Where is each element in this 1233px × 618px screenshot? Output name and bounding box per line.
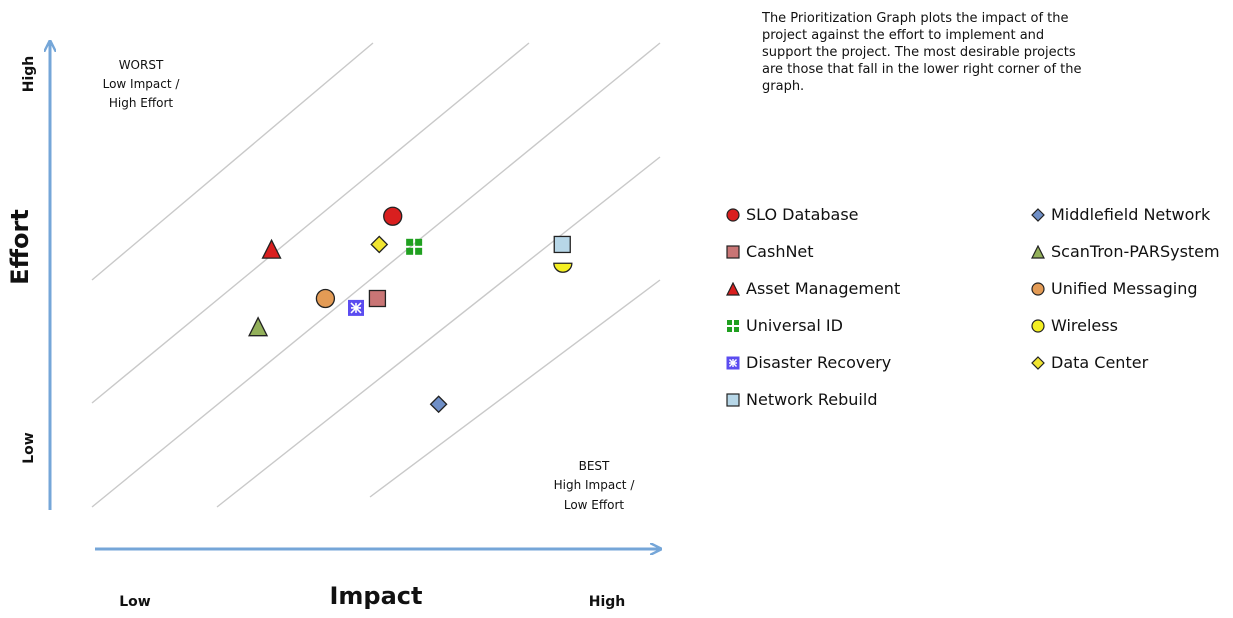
point-scantron-parsystem [248, 316, 269, 337]
diagonal-guide-5 [369, 279, 661, 498]
triangle-icon [1031, 244, 1045, 259]
point-network-rebuild [553, 235, 571, 254]
point-cashnet [368, 289, 387, 308]
legend-label: Unified Messaging [1051, 279, 1198, 298]
worst-title: WORST [119, 58, 164, 72]
legend-item-cashnet: CashNet [726, 242, 814, 261]
triangle-icon [726, 281, 740, 296]
point-middlefield-network [429, 395, 448, 414]
legend-label: Asset Management [746, 279, 901, 298]
legend-item-unified-messaging: Unified Messaging [1031, 279, 1197, 298]
legend-item-middlefield-network: Middlefield Network [1031, 205, 1210, 224]
legend-item-data-center: Data Center [1031, 353, 1148, 372]
circle-icon [1031, 281, 1045, 296]
square-icon [726, 244, 740, 259]
worst-line-2: High Effort [109, 96, 174, 110]
grid-icon [727, 319, 739, 332]
description-text: The Prioritization Graph plots the impac… [762, 11, 1082, 94]
legend: SLO Database Middlefield Network CashNet Sc… [726, 205, 1226, 425]
best-line-2: Low Effort [564, 498, 625, 512]
legend-label: CashNet [746, 242, 814, 261]
best-line-1: High Impact / [554, 478, 636, 492]
legend-label: Middlefield Network [1051, 205, 1211, 224]
legend-item-slo-database: SLO Database [726, 205, 859, 224]
y-axis-high-label: High [21, 56, 37, 93]
legend-item-universal-id: Universal ID [726, 316, 843, 335]
point-unified-messaging [315, 288, 336, 309]
square-icon [726, 392, 740, 407]
legend-label: SLO Database [746, 205, 859, 224]
x-axis-title: Impact [329, 582, 422, 610]
circle-icon [726, 207, 740, 222]
worst-line-1: Low Impact / [103, 77, 181, 91]
legend-label: Network Rebuild [746, 390, 878, 409]
legend-label: Data Center [1051, 353, 1149, 372]
diagonal-guide-3 [91, 42, 661, 508]
x-axis-low-label: Low [119, 594, 151, 610]
diamond-icon [1031, 355, 1045, 370]
point-wireless [553, 262, 573, 273]
x-axis-high-label: High [589, 594, 626, 610]
snowflake-icon [726, 356, 740, 369]
legend-item-wireless: Wireless [1031, 316, 1118, 335]
y-axis-title: Effort [6, 209, 34, 285]
diamond-icon [1031, 207, 1045, 222]
point-slo-database [383, 206, 403, 226]
points-layer [248, 206, 573, 414]
legend-item-disaster-recovery: Disaster Recovery [726, 353, 891, 372]
legend-label: Wireless [1051, 316, 1118, 335]
point-disaster-recovery [348, 299, 364, 316]
circle-icon [1031, 318, 1045, 333]
legend-item-asset-management: Asset Management [726, 279, 900, 298]
diagonal-guide-4 [216, 156, 661, 508]
diagonal-guide-1 [91, 42, 374, 281]
point-data-center [370, 235, 389, 254]
y-axis-low-label: Low [21, 432, 37, 464]
legend-item-network-rebuild: Network Rebuild [726, 390, 877, 409]
best-title: BEST [579, 459, 610, 473]
point-universal-id [406, 238, 423, 255]
point-asset-management [261, 238, 282, 259]
diagonal-guide-2 [91, 42, 530, 404]
legend-label: ScanTron-PARSystem [1051, 242, 1220, 261]
legend-label: Disaster Recovery [746, 353, 892, 372]
legend-item-scantron-parsystem: ScanTron-PARSystem [1031, 242, 1220, 261]
legend-label: Universal ID [746, 316, 843, 335]
